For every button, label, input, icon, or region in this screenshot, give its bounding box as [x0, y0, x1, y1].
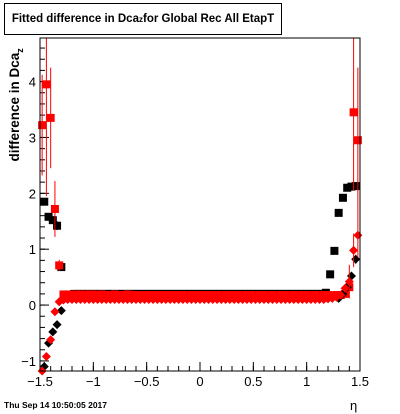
data-point-square — [334, 208, 343, 217]
data-point-square — [326, 270, 335, 279]
data-point-square — [123, 290, 132, 299]
data-point-diamond — [50, 307, 60, 317]
data-point-square — [89, 290, 98, 299]
x-tick-label: −1.5 — [27, 374, 53, 389]
data-point-diamond — [340, 283, 350, 293]
data-point-square — [59, 290, 68, 299]
axis-ticks — [39, 47, 361, 371]
data-point-square — [347, 182, 356, 191]
y-tick-label: 3 — [29, 130, 36, 145]
chart-title-main: Fitted difference in Dca — [11, 13, 139, 25]
x-axis-label: η — [350, 398, 358, 413]
data-point-square — [330, 246, 339, 255]
data-point-square — [55, 261, 64, 270]
y-tick-label: 1 — [29, 242, 36, 257]
data-point-square — [349, 108, 358, 117]
y-tick-label: 4 — [29, 75, 36, 90]
data-point-square — [38, 121, 47, 130]
x-tick-label: 1.5 — [351, 374, 369, 389]
x-tick-label: −0.5 — [134, 374, 160, 389]
series-1 — [38, 38, 362, 300]
chart-title: Fitted difference in Dca z for Global Rec… — [4, 3, 282, 35]
data-marks — [37, 38, 363, 376]
data-point-diamond — [349, 245, 359, 255]
data-point-diamond — [52, 320, 62, 330]
data-point-square — [63, 290, 72, 299]
data-point-square — [50, 204, 59, 213]
x-tick-label: 1 — [303, 374, 310, 389]
series-0 — [40, 182, 360, 300]
data-point-square — [110, 290, 119, 299]
data-point-square — [351, 182, 360, 191]
data-point-square — [338, 193, 347, 202]
data-point-square — [85, 290, 94, 299]
data-point-square — [343, 183, 352, 192]
data-point-diamond — [336, 290, 346, 300]
data-point-square — [44, 212, 53, 221]
data-point-square — [48, 216, 57, 225]
data-point-diamond — [351, 254, 361, 264]
y-tick-label: −1 — [21, 354, 36, 369]
data-point-square — [40, 197, 49, 206]
series-3 — [37, 212, 363, 376]
plot-frame — [39, 37, 361, 372]
data-point-diamond — [46, 335, 56, 345]
timestamp: Thu Sep 14 10:50:05 2017 — [4, 400, 108, 410]
data-point-square — [353, 136, 362, 145]
data-point-square — [53, 221, 62, 230]
y-axis-label: difference in Dcaz — [7, 48, 25, 162]
x-tick-label: 0.5 — [244, 374, 262, 389]
data-point-square — [46, 113, 55, 122]
y-tick-label: 2 — [29, 186, 36, 201]
chart-title-subscript: z — [138, 14, 143, 24]
data-point-diamond — [41, 351, 51, 361]
data-point-diamond — [353, 230, 363, 240]
data-point-square — [72, 290, 81, 299]
data-point-diamond — [48, 327, 58, 337]
x-tick-label: −1 — [86, 374, 101, 389]
data-point-square — [97, 290, 106, 299]
data-point-diamond — [56, 306, 66, 316]
data-point-diamond — [344, 277, 354, 287]
chart-title-rest: for Global Rec All EtapT — [142, 13, 275, 25]
data-point-square — [76, 290, 85, 299]
y-tick-label: 0 — [29, 298, 36, 313]
data-point-square — [42, 80, 51, 89]
tick-labels: −1.5 −1 −0.5 0 0.5 1 1.5 −1 0 1 2 3 4 — [21, 75, 369, 389]
series-2 — [39, 254, 361, 372]
x-tick-label: 0 — [196, 374, 203, 389]
